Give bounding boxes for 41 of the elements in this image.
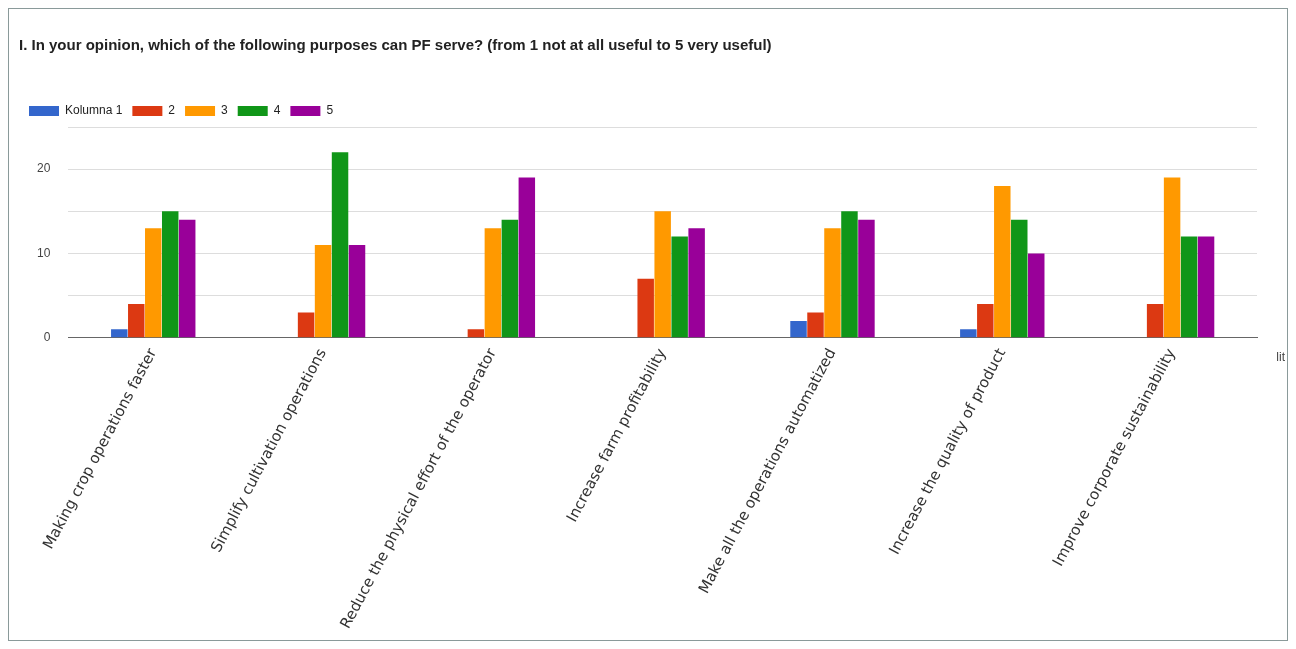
legend-label: 5 xyxy=(326,103,334,118)
bar xyxy=(841,211,858,338)
y-tick-label: 10 xyxy=(36,245,51,260)
bar xyxy=(688,228,705,338)
bar xyxy=(1146,304,1164,338)
bar xyxy=(501,219,519,338)
legend-label: 2 xyxy=(168,103,176,118)
bar xyxy=(858,219,875,338)
bar xyxy=(654,211,671,338)
legend-label: 3 xyxy=(221,103,229,118)
legend-label: 4 xyxy=(273,103,281,118)
bar xyxy=(128,304,145,338)
bar xyxy=(467,329,485,338)
bar xyxy=(1180,236,1198,338)
bar xyxy=(518,177,536,338)
y-tick-label: 20 xyxy=(36,161,51,176)
bar xyxy=(1163,177,1181,338)
bar xyxy=(348,245,366,338)
bar xyxy=(807,312,824,338)
bar xyxy=(111,329,128,338)
y-tick-label: 0 xyxy=(43,330,51,345)
bar xyxy=(824,228,841,338)
bar xyxy=(1028,253,1045,338)
bar xyxy=(178,219,196,338)
bar xyxy=(994,186,1011,338)
bar xyxy=(790,320,807,338)
bar xyxy=(960,329,977,338)
chart-title: I. In your opinion, which of the following purposes can PF serve? (from 1 not at all useful to 5 very useful) xyxy=(19,36,772,54)
bar xyxy=(484,228,502,338)
bar xyxy=(331,152,349,338)
legend-label: Kolumna 1 xyxy=(65,103,123,118)
bar xyxy=(1197,236,1215,338)
bar xyxy=(314,245,332,338)
bar xyxy=(145,228,162,338)
bar xyxy=(671,236,688,338)
bar xyxy=(297,312,315,338)
bar xyxy=(637,278,654,338)
bar xyxy=(162,211,179,338)
bar xyxy=(1011,219,1028,338)
bar xyxy=(977,304,994,338)
text: lit xyxy=(1276,350,1286,365)
